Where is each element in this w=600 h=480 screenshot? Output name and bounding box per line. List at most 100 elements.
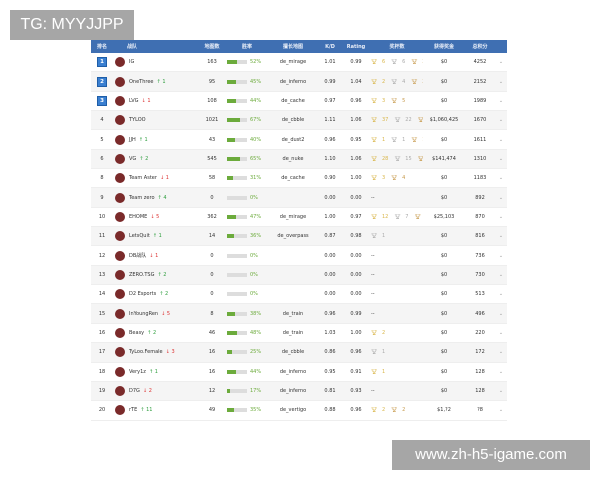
- header-rating[interactable]: Rating: [346, 43, 366, 50]
- table-row[interactable]: 10 EHOME ↓ 5 362 47% de_mirage 1.00 0.97 …: [91, 208, 507, 228]
- team-name[interactable]: ZERO.TSG: [129, 271, 155, 278]
- winrate-bar-fill: [227, 234, 235, 239]
- header-best-map[interactable]: 擅长地图: [282, 44, 303, 50]
- expand-chevron-icon[interactable]: ⌄: [498, 175, 504, 182]
- table-row[interactable]: 3 LVG ↓ 1 108 44% de_cache 0.97 0.96 🏆︎ 3…: [91, 92, 507, 112]
- rank-number: 15: [98, 310, 106, 317]
- table-row[interactable]: 20 rTE ↑ 11 49 35% de_vertigo 0.88 0.96 🏆…: [91, 401, 507, 421]
- table-row[interactable]: 13 ZERO.TSG ↑ 2 0 0% 0.00 0.00 -- $0 730 …: [91, 265, 507, 286]
- arrow-down-icon: ↓: [165, 349, 170, 356]
- rank-cell: 20: [91, 407, 113, 413]
- arrow-up-icon: ↑: [159, 291, 164, 298]
- header-maps[interactable]: 地图数: [204, 44, 220, 50]
- expand-chevron-icon[interactable]: ⌄: [498, 136, 504, 143]
- expand-chevron-icon[interactable]: ⌄: [498, 194, 504, 201]
- rank-number: 19: [98, 388, 106, 395]
- rating-value: 0.99: [350, 59, 362, 66]
- expand-chevron-icon[interactable]: ⌄: [498, 78, 504, 85]
- prize-value: $25,103: [433, 213, 455, 220]
- team-name[interactable]: D2 Esports: [129, 291, 157, 298]
- expand-chevron-icon[interactable]: ⌄: [498, 291, 504, 298]
- table-row[interactable]: 5 JJH ↑ 1 43 40% de_dust2 0.96 0.95 🏆︎ 1 🏆…: [91, 130, 507, 150]
- points-value: 870: [475, 213, 485, 220]
- header-prize[interactable]: 获得奖金: [433, 44, 454, 50]
- rating-value: 0.93: [350, 388, 362, 395]
- team-name[interactable]: LetsQuit: [129, 233, 150, 240]
- team-name[interactable]: EHOME: [129, 213, 148, 220]
- rank-number: 8: [100, 175, 104, 182]
- best-map: de_dust2: [281, 136, 305, 143]
- trophies-cell: 🏆︎ 2🏆︎ 4🏆︎ 2: [371, 79, 423, 85]
- table-row[interactable]: 6 VG ↑ 2 545 65% de_nuke 1.10 1.06 🏆︎ 28 🏆…: [91, 149, 507, 170]
- header-team[interactable]: 战队: [127, 44, 138, 50]
- expand-chevron-icon[interactable]: ⌄: [498, 271, 504, 278]
- expand-chevron-icon[interactable]: ⌄: [498, 349, 504, 356]
- expand-chevron-icon[interactable]: ⌄: [498, 407, 504, 414]
- arrow-up-icon: ↑: [156, 78, 161, 85]
- team-name[interactable]: Team zero: [129, 194, 155, 201]
- team-name[interactable]: IG: [129, 59, 135, 66]
- header-points[interactable]: 总积分: [472, 44, 488, 50]
- expand-chevron-icon[interactable]: ⌄: [498, 329, 504, 336]
- table-row[interactable]: 16 Beasy ↑ 2 46 48% de_train 1.03 1.00 🏆︎…: [91, 324, 507, 344]
- table-row[interactable]: 9 Team zero ↑ 4 0 0% 0.00 0.00 -- $0 892 …: [91, 188, 507, 208]
- expand-chevron-icon[interactable]: ⌄: [498, 213, 504, 220]
- team-cell: Very1z ↑ 1: [113, 366, 197, 377]
- points-value: 172: [475, 349, 485, 356]
- expand-chevron-icon[interactable]: ⌄: [498, 368, 504, 375]
- bronze-trophy: 🏆︎ 10: [418, 156, 423, 162]
- table-row[interactable]: 4 TYLOO 1021 67% de_cbble 1.11 1.06 🏆︎ 3…: [91, 111, 507, 131]
- winrate-text: 38%: [250, 310, 262, 317]
- team-cell: Beasy ↑ 2: [113, 327, 197, 338]
- expand-chevron-icon[interactable]: ⌄: [498, 97, 504, 104]
- table-row[interactable]: 19 D7G ↓ 2 12 17% de_inferno 0.81 0.93 --…: [91, 381, 507, 402]
- points-value: 736: [475, 252, 485, 259]
- rank-change-value: 2: [165, 291, 169, 298]
- no-trophies: --: [371, 310, 375, 317]
- team-name[interactable]: Very1z: [129, 368, 146, 375]
- header-rank[interactable]: 排名: [96, 44, 107, 50]
- gold-trophy-count: 1: [381, 368, 386, 375]
- rating-value: 0.96: [350, 407, 362, 414]
- table-row[interactable]: 2 OneThree ↑ 1 95 45% de_inferno 0.99 1.0…: [91, 72, 507, 92]
- team-name[interactable]: TyLoo.Female: [129, 349, 163, 356]
- maps-count: 14: [208, 233, 216, 240]
- table-row[interactable]: 1 IG 163 52% de_mirage 1.01 0.99 🏆︎ 6 🏆︎ …: [91, 53, 507, 73]
- points-value: 220: [475, 329, 485, 336]
- team-name[interactable]: rTE: [129, 407, 138, 414]
- expand-chevron-icon[interactable]: ⌄: [498, 310, 504, 317]
- table-row[interactable]: 17 TyLoo.Female ↓ 3 16 25% de_cbble 0.86 …: [91, 343, 507, 363]
- winrate-bar: [227, 350, 247, 355]
- header-winrate[interactable]: 胜率: [241, 44, 252, 50]
- team-name[interactable]: DB战队: [129, 253, 147, 260]
- rank-cell: 15: [91, 311, 113, 317]
- maps-count: 545: [207, 155, 217, 162]
- table-row[interactable]: 18 Very1z ↑ 1 16 44% de_inferno 0.95 0.91…: [91, 363, 507, 382]
- table-row[interactable]: 11 LetsQuit ↑ 1 14 36% de_overpass 0.87 0…: [91, 227, 507, 247]
- team-name[interactable]: JJH: [129, 136, 136, 143]
- expand-chevron-icon[interactable]: ⌄: [498, 233, 504, 240]
- team-name[interactable]: LVG: [129, 97, 139, 104]
- silver-trophy: 🏆︎ 1: [371, 233, 388, 239]
- expand-chevron-icon[interactable]: ⌄: [498, 252, 504, 259]
- team-name[interactable]: InYoungRen: [129, 310, 159, 317]
- expand-chevron-icon[interactable]: ⌄: [498, 59, 504, 66]
- table-row[interactable]: 8 Team Aster ↓ 1 58 31% de_cache 0.90 1.0…: [91, 169, 507, 189]
- expand-chevron-icon[interactable]: ⌄: [498, 388, 504, 395]
- expand-chevron-icon[interactable]: ⌄: [498, 155, 504, 162]
- table-row[interactable]: 14 D2 Esports ↑ 2 0 0% 0.00 0.00 -- $0 51…: [91, 285, 507, 305]
- table-row[interactable]: 12 DB战队 ↓ 1 0 0% 0.00 0.00 -- $0 736 ⌄: [91, 246, 507, 266]
- maps-count: 1021: [205, 117, 219, 124]
- team-name[interactable]: Team Aster: [129, 175, 157, 182]
- team-name[interactable]: D7G: [129, 388, 140, 395]
- team-name[interactable]: VG: [129, 155, 137, 162]
- header-trophies[interactable]: 奖杯数: [389, 44, 405, 50]
- team-name[interactable]: Beasy: [129, 329, 145, 336]
- expand-chevron-icon[interactable]: ⌄: [498, 117, 504, 124]
- team-name[interactable]: OneThree: [129, 78, 154, 85]
- winrate-bar-fill: [227, 176, 234, 181]
- points-value: 1670: [473, 117, 487, 124]
- table-row[interactable]: 15 InYoungRen ↓ 5 8 38% de_train 0.96 0.9…: [91, 304, 507, 324]
- team-name[interactable]: TYLOO: [129, 117, 146, 124]
- header-kd[interactable]: K/D: [325, 43, 335, 50]
